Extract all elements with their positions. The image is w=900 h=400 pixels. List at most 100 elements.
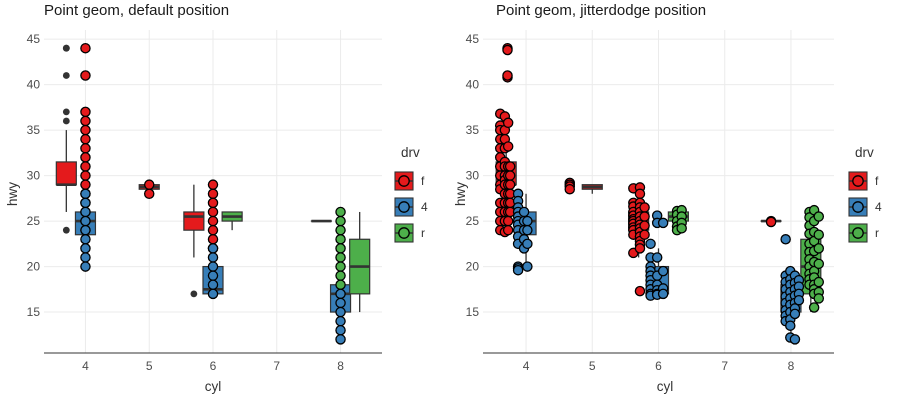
- right-point-4: [789, 334, 801, 345]
- legend-point: [398, 175, 410, 187]
- right-y-tick-label: 15: [466, 305, 480, 319]
- right-legend-key-r: r: [848, 223, 879, 243]
- left-point-4: [207, 279, 219, 291]
- right-point-f: [634, 285, 646, 297]
- left-y-tick-label: 15: [27, 305, 41, 319]
- left-y-tick-label: 35: [27, 123, 41, 137]
- right-point-4: [785, 320, 796, 331]
- left-point-4: [335, 325, 346, 336]
- left-legend-key-f: f: [394, 171, 425, 191]
- legend-point: [398, 201, 410, 213]
- left-point-f: [80, 179, 91, 190]
- box-outlier: [62, 226, 70, 234]
- left-point-f: [207, 234, 219, 245]
- right-y-tick-label: 20: [466, 260, 480, 274]
- legend-point: [852, 227, 864, 239]
- right-point-f: [639, 220, 650, 231]
- right-point-f: [502, 117, 514, 129]
- left-point-4: [207, 288, 219, 300]
- right-y-axis-title: hwy: [453, 182, 468, 206]
- left-point-4: [207, 243, 219, 254]
- right-point-f: [502, 215, 514, 227]
- left-x-tick-label: 8: [337, 359, 344, 373]
- left-point-r: [335, 270, 346, 281]
- right-point-f: [502, 44, 513, 56]
- right-point-r: [813, 276, 825, 288]
- right-legend-key-f: f: [848, 171, 879, 191]
- left-y-tick-labels: 15 20 25 30 35 40 45: [27, 32, 41, 319]
- right-point-4: [657, 217, 669, 229]
- right-point-r: [808, 302, 820, 313]
- right-point-4: [522, 215, 533, 227]
- left-y-axis-title: hwy: [5, 182, 20, 206]
- left-point-f: [207, 224, 219, 236]
- right-legend-title: drv: [855, 145, 874, 160]
- left-point-4: [207, 261, 219, 272]
- right-point-4: [651, 252, 663, 263]
- legend-point: [398, 227, 410, 239]
- right-x-tick-label: 4: [523, 359, 530, 373]
- right-point-f: [504, 179, 516, 190]
- right-x-tick-label: 7: [721, 359, 728, 373]
- left-x-tick-label: 6: [210, 359, 217, 373]
- left-point-f: [143, 188, 155, 200]
- left-point-4: [80, 234, 91, 245]
- right-point-4: [645, 238, 656, 250]
- right-point-r: [813, 229, 825, 240]
- box-outlier: [62, 117, 70, 125]
- right-point-f: [502, 141, 514, 152]
- left-point-f: [80, 70, 91, 81]
- right-point-f: [639, 211, 650, 222]
- right-point-r: [813, 211, 825, 222]
- left-box-6-r: [221, 211, 243, 231]
- right-point-4: [512, 264, 524, 276]
- left-point-4: [80, 206, 91, 218]
- left-point-4: [80, 243, 91, 254]
- legend-label: f: [421, 174, 425, 188]
- right-point-f: [639, 229, 650, 240]
- box-iqr: [183, 211, 205, 231]
- left-point-f: [80, 124, 91, 136]
- right-point-4: [793, 294, 805, 306]
- right-y-tick-label: 35: [466, 123, 480, 137]
- right-point-r: [813, 258, 825, 270]
- left-box-4-f: [55, 44, 77, 234]
- left-y-tick-label: 45: [27, 32, 41, 46]
- right-point-f: [502, 70, 513, 81]
- left-point-f: [80, 152, 91, 163]
- left-point-4: [207, 252, 219, 263]
- right-y-tick-label: 40: [466, 78, 480, 92]
- right-legend-key-4: 4: [848, 197, 882, 217]
- left-x-tick-label: 7: [273, 359, 280, 373]
- left-point-4: [335, 297, 346, 309]
- right-x-tick-label: 8: [788, 359, 795, 373]
- right-y-tick-label: 25: [466, 214, 480, 228]
- left-point-f: [80, 42, 91, 54]
- right-points: [494, 42, 825, 345]
- left-y-tick-label: 30: [27, 169, 41, 183]
- right-point-f: [634, 243, 646, 254]
- left-point-f: [207, 215, 219, 227]
- left-box-8-r: [349, 211, 371, 313]
- left-point-f: [80, 170, 91, 181]
- left-point-4: [80, 261, 91, 272]
- left-point-r: [335, 234, 346, 245]
- box-iqr: [55, 161, 77, 186]
- left-y-tick-label: 25: [27, 214, 41, 228]
- right-point-f: [504, 170, 516, 181]
- box-outlier: [62, 72, 70, 79]
- left-point-r: [335, 261, 346, 272]
- box-outlier: [62, 44, 70, 52]
- right-point-r: [813, 243, 825, 254]
- left-x-tick-label: 4: [82, 359, 89, 373]
- right-chart-title: Point geom, jitterdodge position: [496, 2, 706, 19]
- right-point-4: [522, 224, 533, 236]
- left-point-4: [207, 270, 219, 281]
- left-point-4: [80, 188, 91, 200]
- right-point-4: [657, 265, 669, 277]
- legend-label: 4: [421, 200, 428, 214]
- left-point-r: [335, 206, 346, 218]
- box-outlier: [190, 290, 198, 298]
